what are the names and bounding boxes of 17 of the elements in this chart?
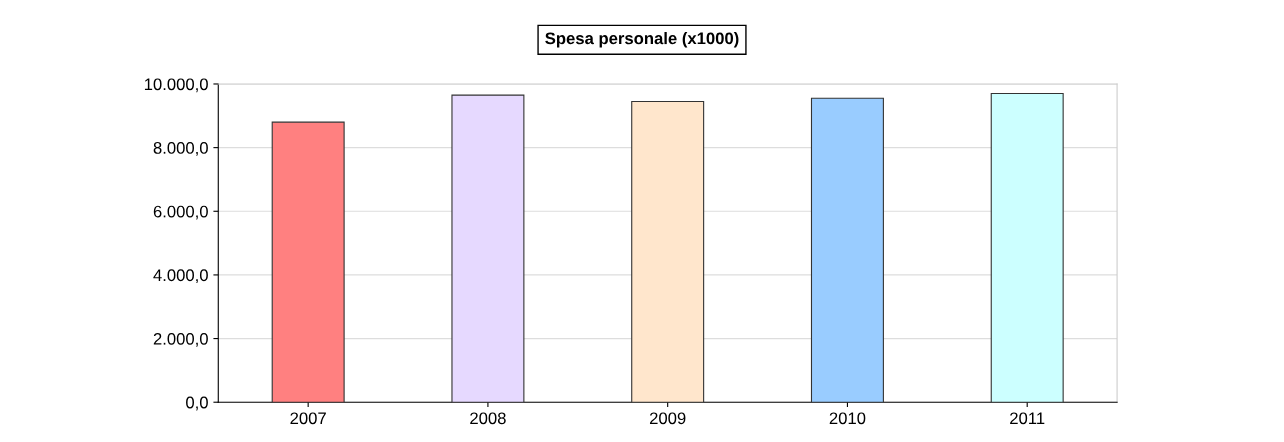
bar [990, 92, 1064, 403]
x-tick-label: 2011 [1010, 412, 1045, 425]
x-tick-label: 2007 [290, 412, 326, 425]
bar [451, 94, 525, 403]
x-tick-label: 2009 [649, 412, 686, 425]
y-tick-label: 10.000,0 [144, 78, 208, 93]
bar [271, 121, 345, 403]
y-tick-label: 8.000,0 [153, 142, 208, 156]
y-tick-label: 6.000,0 [153, 205, 208, 220]
y-tick-label: 4.000,0 [153, 269, 208, 284]
y-tick-label: 0,0 [186, 396, 208, 411]
x-tick-label: 2008 [470, 412, 506, 425]
y-tick-label: 2.000,0 [153, 332, 208, 347]
bar [631, 100, 705, 403]
chart-title: Spesa personale (x1000) [545, 32, 739, 48]
bar [810, 97, 884, 403]
x-tick-label: 2010 [829, 412, 866, 425]
